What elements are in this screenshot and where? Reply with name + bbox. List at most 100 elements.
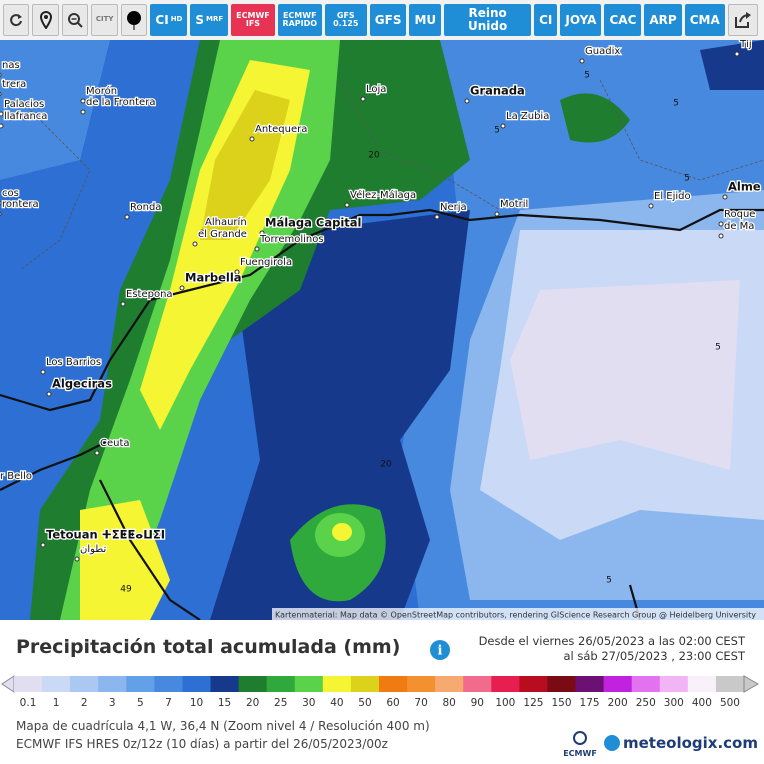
button-label: CAC [609, 12, 637, 27]
scale-label: 100 [495, 697, 515, 709]
scale-arrow-right [743, 675, 760, 693]
scale-swatch [715, 676, 745, 692]
place-label: Nerja [440, 202, 467, 213]
svg-text:i: i [438, 644, 443, 659]
model-button[interactable]: CAC [604, 4, 642, 36]
place-marker [718, 233, 724, 239]
place-marker [249, 136, 255, 142]
place-marker [718, 221, 724, 227]
place-label: Marbella [185, 271, 242, 285]
contour-label: 20 [380, 460, 392, 470]
model-button[interactable]: CMA [684, 4, 725, 36]
button-label: CMA [689, 12, 720, 27]
place-marker [360, 96, 366, 102]
place-marker [192, 241, 198, 247]
info-icon[interactable] [430, 640, 450, 660]
place-marker [234, 269, 240, 275]
scale-swatch [603, 676, 633, 692]
place-label: nas [2, 60, 20, 71]
button-label: CI [155, 12, 169, 27]
place-label: llafranca [4, 111, 47, 122]
place-marker [500, 123, 506, 129]
model-button[interactable]: CI HD [150, 4, 188, 36]
scale-label: 2 [81, 697, 88, 709]
scale-label: 125 [523, 697, 543, 709]
place-label: Ceuta [100, 438, 130, 449]
scale-label: 250 [636, 697, 656, 709]
scale-label: 50 [358, 697, 371, 709]
model-button[interactable]: ECMWF RAPIDO [277, 4, 322, 36]
scale-label: 10 [190, 697, 203, 709]
model-button[interactable]: ARP [644, 4, 682, 36]
dot-button[interactable] [120, 4, 148, 36]
place-marker [120, 301, 126, 307]
model-button[interactable]: GFS 0.125 [324, 4, 367, 36]
scale-label: 300 [664, 697, 684, 709]
scale-label: 7 [165, 697, 172, 709]
place-label: Granada [470, 84, 525, 98]
scale-label: 30 [302, 697, 315, 709]
scale-swatch [687, 676, 717, 692]
contour-label: 5 [684, 174, 690, 184]
scale-swatch [519, 676, 548, 692]
contour-label: 5 [715, 343, 721, 353]
contour-label: 5 [584, 71, 590, 81]
place-label: Morón [86, 85, 117, 97]
scale-arrow-left [1, 675, 15, 693]
model-button[interactable]: ECMWF IFS [231, 4, 275, 36]
place-label: Motril [500, 199, 528, 210]
scale-swatch [70, 676, 99, 692]
button-label: ECMWF RAPIDO [282, 10, 318, 28]
scale-label: 500 [720, 697, 740, 709]
place-marker [74, 556, 80, 562]
model-button[interactable]: Reino Unido [444, 4, 532, 36]
scale-swatch [407, 676, 436, 692]
place-marker [344, 202, 350, 208]
pin-button[interactable] [32, 4, 59, 36]
button-label: MU [414, 12, 437, 27]
button-label: GFS [374, 12, 402, 27]
model-button[interactable]: GFS [369, 4, 407, 36]
scale-label: 15 [218, 697, 231, 709]
scale-swatch [210, 676, 240, 692]
place-marker [80, 109, 86, 115]
model-button[interactable]: S MRF [190, 4, 229, 36]
scale-swatch [98, 676, 127, 692]
place-label: Tetouan ⵜⵉⵟⵟⴰⵡⵉⵏ [46, 528, 165, 542]
contour-label: 20 [368, 151, 380, 161]
footer-line: Mapa de cuadrícula 4,1 W, 36,4 N (Zoom n… [16, 719, 430, 733]
legend-title: Precipitación total acumulada (mm) [16, 636, 400, 658]
contour-label: 5 [673, 99, 679, 109]
scale-label: 20 [246, 697, 259, 709]
city-button[interactable]: CITY [91, 4, 118, 36]
footer-line: ECMWF IFS HRES 0z/12z (10 días) a partir… [16, 737, 388, 751]
scale-swatch [547, 676, 577, 692]
scale-label: 70 [414, 697, 427, 709]
zoom-button[interactable] [61, 4, 89, 36]
scale-label: 25 [274, 697, 287, 709]
scale-swatch [126, 676, 155, 692]
share-button[interactable] [727, 4, 758, 36]
map-attribution: Kartenmaterial: Map data © OpenStreetMap… [275, 611, 756, 620]
place-label: Torremolinos [259, 234, 324, 245]
model-button[interactable]: MU [409, 4, 442, 36]
place-marker [0, 200, 2, 206]
scale-label: 175 [580, 697, 600, 709]
place-marker [722, 194, 728, 200]
model-button[interactable]: JOYA [560, 4, 602, 36]
place-label: cos [2, 188, 19, 199]
scale-swatch [294, 676, 324, 692]
place-label: Alhaurín [205, 216, 247, 228]
place-marker [179, 285, 185, 291]
place-label: Guadix [585, 46, 620, 57]
scale-label: 1 [53, 697, 60, 709]
contour-label: 49 [120, 585, 132, 595]
brand[interactable]: meteologix.com [623, 734, 758, 752]
scale-swatch [463, 676, 492, 692]
button-label: GFS 0.125 [333, 10, 359, 28]
refresh-button[interactable] [3, 4, 30, 36]
place-label: Vélez-Málaga [350, 189, 416, 201]
place-marker [648, 203, 654, 209]
model-button[interactable]: CI [534, 4, 558, 36]
